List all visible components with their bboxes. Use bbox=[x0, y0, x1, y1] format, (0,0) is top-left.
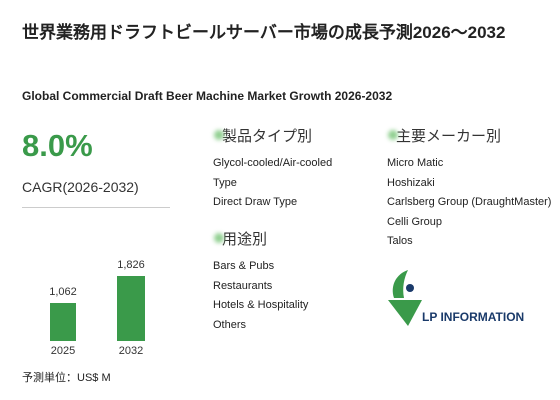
x-tick-label: 2032 bbox=[118, 345, 144, 357]
title: 世界業務用ドラフトビールサーバー市場の成長予測2026～2032 bbox=[22, 23, 506, 42]
segment-item: Hoshizaki bbox=[387, 176, 435, 189]
value-label: 1,062 bbox=[49, 286, 77, 299]
x-tick-label: 2025 bbox=[50, 345, 76, 357]
segment-item: Carlsberg Group (DraughtMaster) bbox=[387, 196, 552, 208]
logo-mark bbox=[388, 270, 422, 326]
logo-text: LP INFORMATION bbox=[422, 310, 525, 324]
subtitle: Global Commercial Draft Beer Machine Mar… bbox=[22, 89, 393, 103]
bar bbox=[117, 276, 145, 341]
segment-title: 主要メーカー別 bbox=[396, 125, 501, 146]
segment-item: Others bbox=[213, 318, 247, 331]
segment-list: Glycol-cooled/Air-cooled Type Direct Draw… bbox=[213, 154, 343, 213]
segment-item: Celli Group bbox=[387, 215, 443, 228]
segment-item: Talos bbox=[387, 235, 413, 247]
separator bbox=[22, 207, 170, 208]
segment-item: Hotels & Hospitality bbox=[213, 299, 309, 311]
segment-list: Micro Matic Hoshizaki Carlsberg Group (Dra… bbox=[387, 154, 557, 252]
segment-title: 用途別 bbox=[222, 228, 267, 249]
cagr-value: 8.0% bbox=[22, 128, 93, 163]
segment-item: Bars & Pubs bbox=[213, 260, 275, 272]
segment-title: 製品タイプ別 bbox=[222, 125, 312, 146]
bar bbox=[50, 303, 76, 341]
value-label: 1,826 bbox=[117, 259, 145, 271]
segment-item: Restaurants bbox=[213, 279, 273, 292]
chart: 1,062 2025 1,826 2032 bbox=[0, 0, 200, 400]
unit-note: 予測単位：US$ M bbox=[22, 372, 111, 384]
segment-item: Micro Matic bbox=[387, 157, 444, 169]
segment-item: Direct Draw Type bbox=[213, 196, 298, 208]
segment-item: Glycol-cooled/Air-cooled Type bbox=[213, 157, 333, 189]
cagr-label: CAGR(2026-2032) bbox=[22, 179, 139, 195]
segment-list: Bars & Pubs Restaurants Hotels & Hospitali… bbox=[213, 257, 343, 335]
